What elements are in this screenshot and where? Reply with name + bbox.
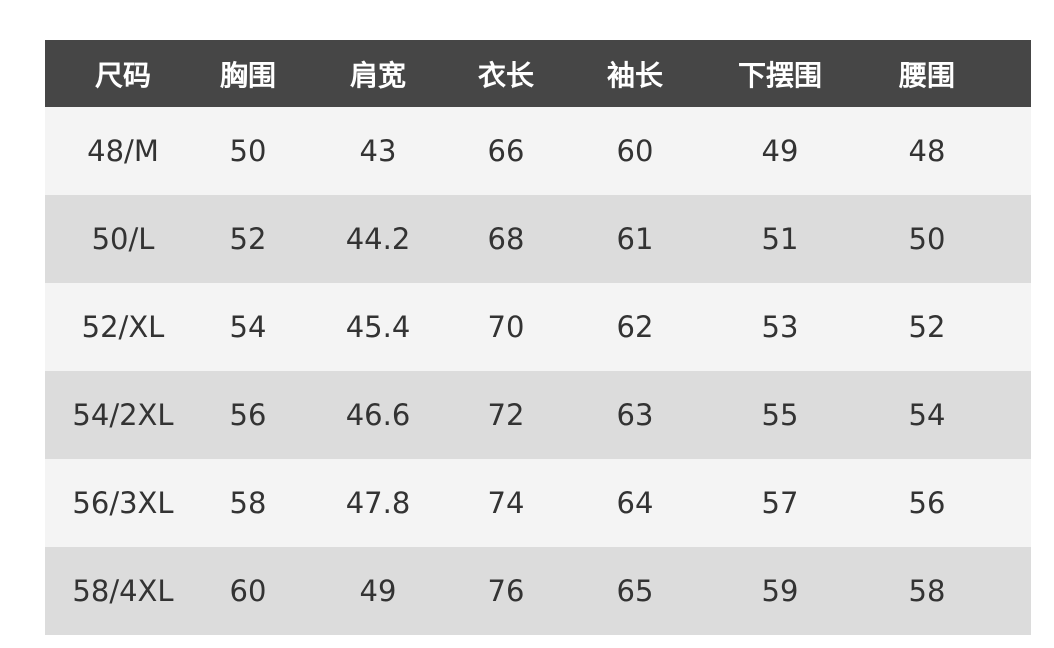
measurement-cell: 60 (229, 574, 267, 608)
table-row: 50/L 52 44.2 68 61 51 50 (45, 195, 1031, 283)
measurement-cell: 76 (487, 574, 525, 608)
measurement-cell: 54 (908, 398, 946, 432)
measurement-cell: 59 (761, 574, 799, 608)
table-row: 48/M 50 43 66 60 49 48 (45, 107, 1031, 195)
measurement-cell: 51 (761, 222, 799, 256)
measurement-cell: 49 (761, 134, 799, 168)
header-cell: 胸围 (219, 58, 276, 92)
size-cell: 56/3XL (72, 486, 174, 520)
measurement-cell: 52 (229, 222, 267, 256)
measurement-cell: 66 (487, 134, 525, 168)
measurement-cell: 45.4 (345, 310, 411, 344)
measurement-cell: 49 (359, 574, 397, 608)
measurement-cell: 55 (761, 398, 799, 432)
size-cell: 52/XL (81, 310, 165, 344)
header-cell: 袖长 (606, 58, 663, 92)
measurement-cell: 52 (908, 310, 946, 344)
measurement-cell: 63 (616, 398, 654, 432)
measurement-cell: 57 (761, 486, 799, 520)
header-cell: 衣长 (477, 58, 534, 92)
measurement-cell: 43 (359, 134, 397, 168)
table-header-row: 尺码 胸围 肩宽 衣长 袖长 下摆围 腰围 (45, 40, 1031, 107)
measurement-cell: 58 (229, 486, 267, 520)
measurement-cell: 68 (487, 222, 525, 256)
size-cell: 58/4XL (72, 574, 174, 608)
measurement-cell: 64 (616, 486, 654, 520)
measurement-cell: 53 (761, 310, 799, 344)
measurement-cell: 56 (908, 486, 946, 520)
table-row: 58/4XL 60 49 76 65 59 58 (45, 547, 1031, 635)
measurement-cell: 62 (616, 310, 654, 344)
measurement-cell: 46.6 (345, 398, 411, 432)
header-cell: 腰围 (898, 58, 955, 92)
header-cell: 肩宽 (349, 58, 406, 92)
measurement-cell: 44.2 (345, 222, 411, 256)
table-row: 54/2XL 56 46.6 72 63 55 54 (45, 371, 1031, 459)
header-cell: 下摆围 (737, 58, 822, 92)
size-cell: 54/2XL (72, 398, 174, 432)
size-cell: 48/M (87, 134, 159, 168)
measurement-cell: 61 (616, 222, 654, 256)
measurement-cell: 65 (616, 574, 654, 608)
measurement-cell: 60 (616, 134, 654, 168)
measurement-cell: 70 (487, 310, 525, 344)
table-row: 56/3XL 58 47.8 74 64 57 56 (45, 459, 1031, 547)
table-row: 52/XL 54 45.4 70 62 53 52 (45, 283, 1031, 371)
measurement-cell: 72 (487, 398, 525, 432)
header-cell: 尺码 (94, 58, 151, 92)
measurement-cell: 58 (908, 574, 946, 608)
size-chart-table: 尺码 胸围 肩宽 衣长 袖长 下摆围 腰围 48/M 50 43 66 60 49 48 50… (45, 40, 1031, 635)
measurement-cell: 56 (229, 398, 267, 432)
measurement-cell: 48 (908, 134, 946, 168)
measurement-cell: 47.8 (345, 486, 411, 520)
size-cell: 50/L (91, 222, 155, 256)
measurement-cell: 74 (487, 486, 525, 520)
measurement-cell: 50 (908, 222, 946, 256)
measurement-cell: 50 (229, 134, 267, 168)
measurement-cell: 54 (229, 310, 267, 344)
